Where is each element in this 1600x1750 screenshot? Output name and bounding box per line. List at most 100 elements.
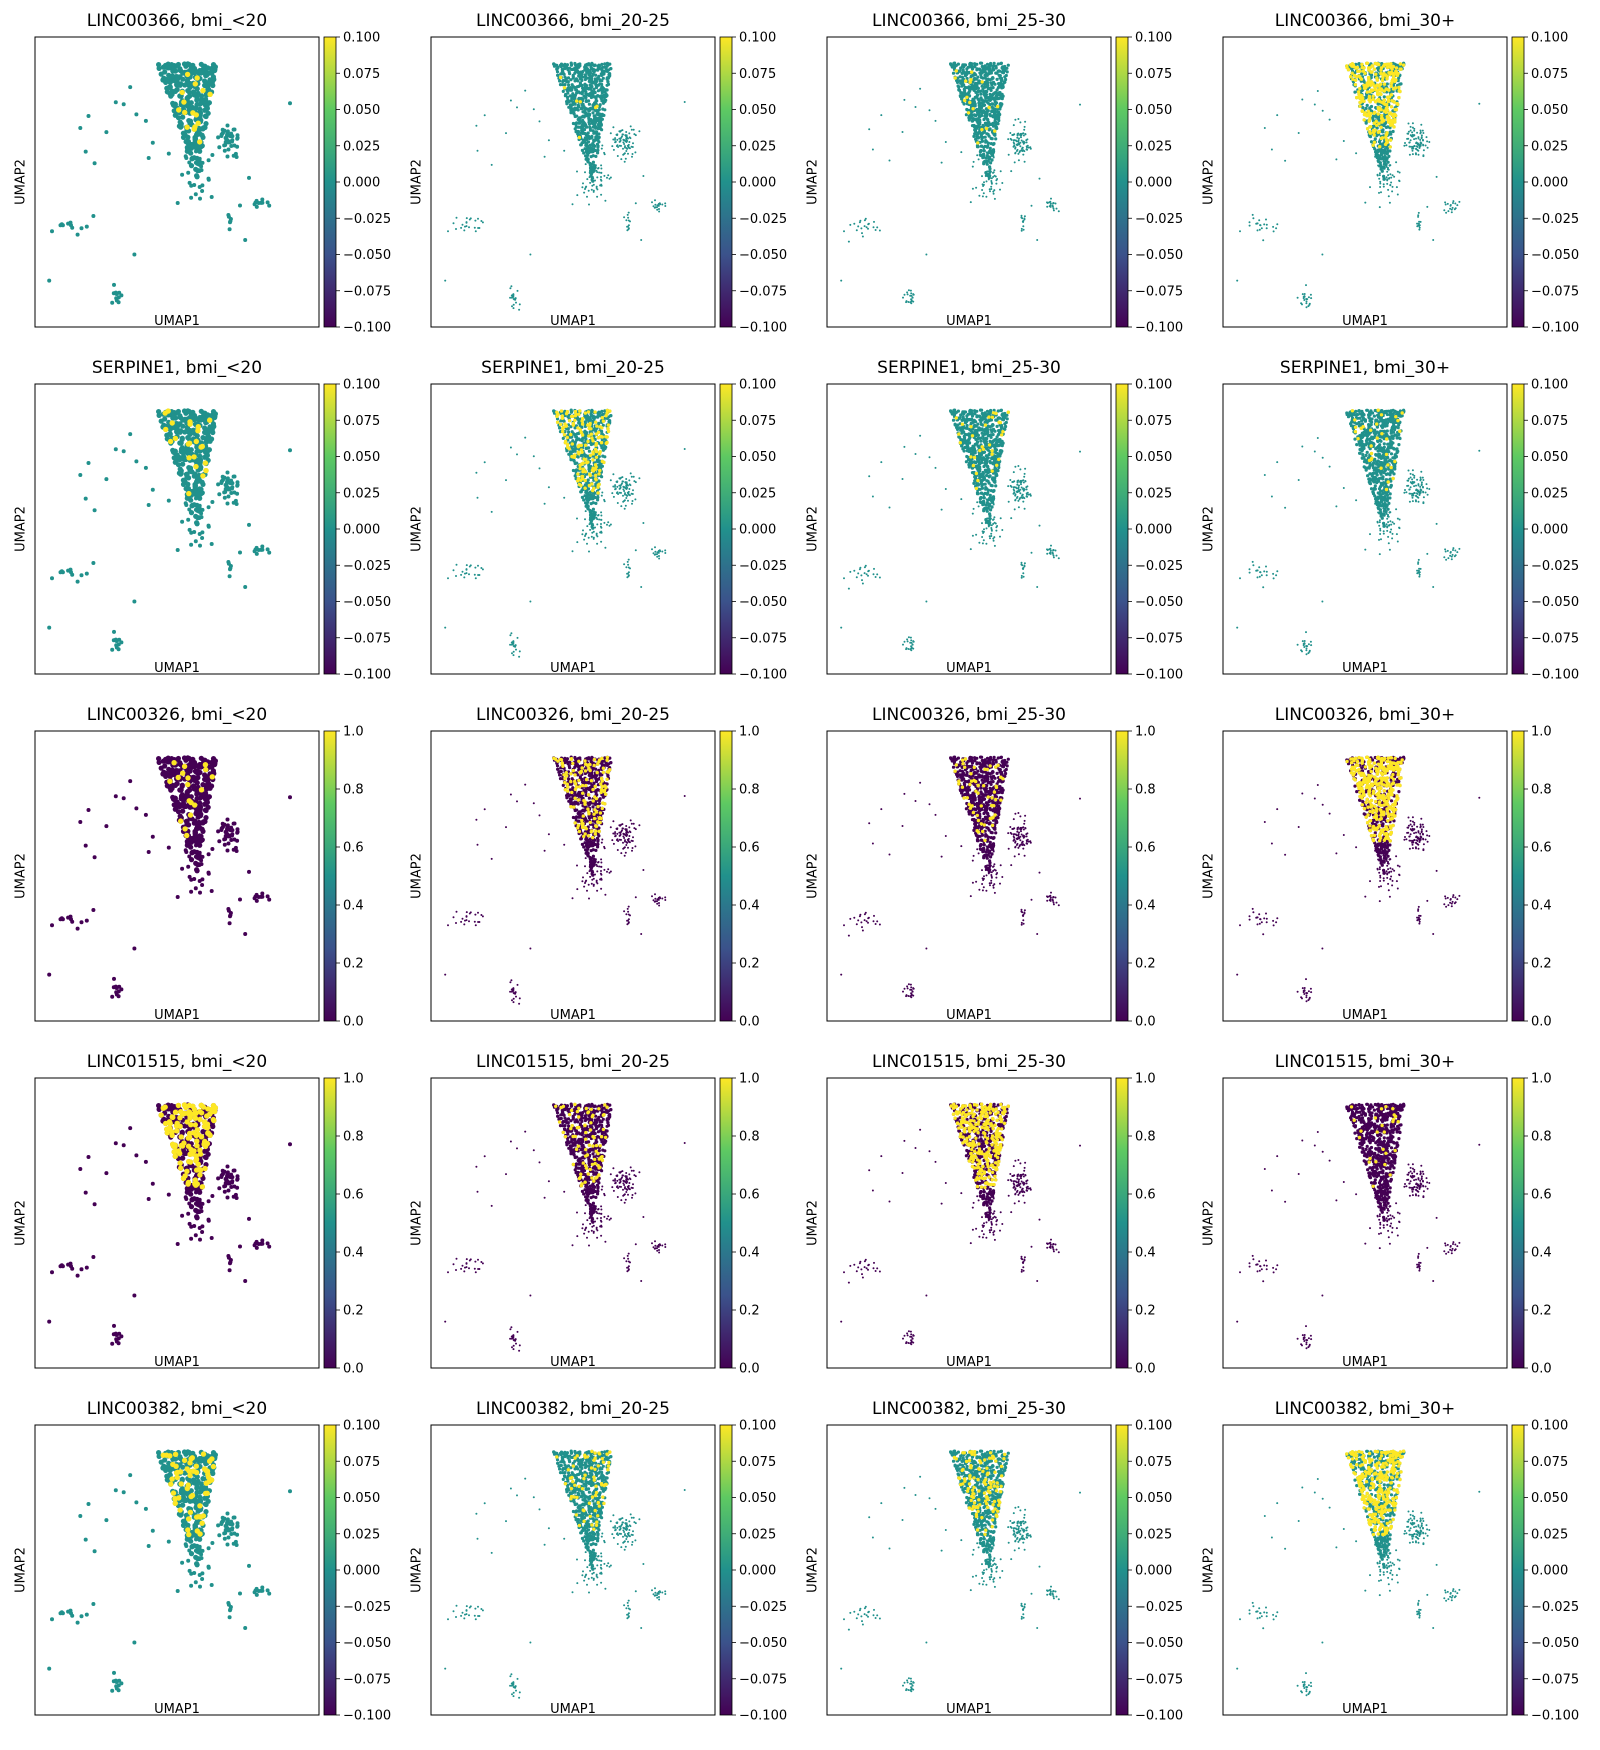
expressing-point xyxy=(1375,123,1379,128)
data-point xyxy=(228,567,232,572)
data-point xyxy=(1419,131,1422,134)
data-point xyxy=(607,73,611,77)
data-point xyxy=(1305,284,1307,287)
data-point xyxy=(1382,183,1385,186)
data-point xyxy=(175,462,182,468)
data-point xyxy=(1373,137,1377,141)
data-point xyxy=(585,93,589,97)
colorbar-tick-label: 0.100 xyxy=(1135,31,1172,46)
scatter-plot: 0.1000.0750.0500.0250.000−0.025−0.050−0.… xyxy=(430,31,787,336)
data-point xyxy=(591,513,594,516)
data-point xyxy=(967,71,971,75)
expressing-point xyxy=(1397,85,1401,90)
data-point xyxy=(593,90,597,95)
data-point xyxy=(599,531,602,534)
data-point xyxy=(259,547,264,552)
data-point xyxy=(633,480,636,483)
data-point xyxy=(1435,175,1438,178)
data-point xyxy=(235,480,240,485)
expressing-point xyxy=(1393,86,1398,90)
expressing-point xyxy=(198,444,204,450)
data-point xyxy=(1275,227,1278,230)
data-point xyxy=(584,163,587,166)
expressing-point xyxy=(578,100,582,104)
data-point xyxy=(631,153,634,155)
data-point xyxy=(60,570,65,575)
data-point xyxy=(150,140,155,145)
data-point xyxy=(1415,145,1418,148)
data-point xyxy=(993,98,997,102)
data-point xyxy=(1388,126,1392,130)
data-point xyxy=(203,96,209,102)
data-point xyxy=(1017,139,1020,142)
expressing-point xyxy=(1356,90,1361,94)
data-point xyxy=(200,160,205,165)
expressing-point xyxy=(181,99,187,105)
data-point xyxy=(596,111,600,115)
expressing-point xyxy=(1351,77,1355,82)
data-point xyxy=(193,143,198,148)
panel-title: LINC00366, bmi_<20 xyxy=(86,11,268,31)
data-point xyxy=(629,125,632,128)
data-point xyxy=(589,181,592,184)
data-point xyxy=(956,76,960,80)
data-point xyxy=(1251,213,1254,216)
data-point xyxy=(573,95,577,99)
data-point xyxy=(1256,229,1259,232)
data-point xyxy=(630,475,633,478)
plot-frame xyxy=(34,36,320,328)
data-point xyxy=(600,494,603,497)
data-point xyxy=(226,494,231,499)
data-point xyxy=(1310,297,1313,300)
data-point xyxy=(999,76,1004,80)
data-point xyxy=(1003,80,1007,84)
data-point xyxy=(1426,205,1429,208)
data-point xyxy=(225,480,229,485)
data-point xyxy=(217,145,222,150)
data-point xyxy=(624,157,627,160)
data-point xyxy=(627,228,630,231)
data-point xyxy=(199,164,204,169)
data-point xyxy=(591,442,595,446)
data-point xyxy=(974,73,978,77)
data-point xyxy=(1454,202,1457,205)
data-point xyxy=(623,216,626,219)
data-point xyxy=(225,501,230,506)
data-point xyxy=(91,214,96,218)
data-point xyxy=(186,517,191,522)
data-point xyxy=(529,253,532,256)
data-point xyxy=(990,96,994,100)
expressing-point xyxy=(1371,94,1375,99)
expressing-point xyxy=(182,109,188,116)
data-point xyxy=(593,116,598,120)
data-point xyxy=(194,444,200,450)
data-point xyxy=(225,129,230,134)
data-point xyxy=(1398,180,1401,183)
data-point xyxy=(598,411,602,415)
data-point xyxy=(981,156,985,160)
data-point xyxy=(1016,148,1019,151)
data-point xyxy=(1414,152,1417,155)
data-point xyxy=(571,100,575,104)
expressing-point xyxy=(562,86,567,90)
data-point xyxy=(979,133,983,137)
data-point xyxy=(538,120,541,123)
data-point xyxy=(186,170,191,175)
data-point xyxy=(601,491,604,494)
data-point xyxy=(576,194,579,197)
data-point xyxy=(167,84,173,90)
data-point xyxy=(200,189,205,193)
data-point xyxy=(988,103,992,107)
expressing-point xyxy=(195,428,201,434)
data-point xyxy=(75,232,80,237)
data-point xyxy=(1018,143,1021,146)
data-point xyxy=(186,118,192,124)
data-point xyxy=(594,82,598,86)
data-point xyxy=(206,158,211,163)
data-point xyxy=(840,279,843,282)
data-point xyxy=(188,163,195,169)
panel-title: SERPINE1, bmi_<20 xyxy=(91,358,263,378)
data-point xyxy=(575,438,579,442)
data-point xyxy=(196,492,202,498)
data-point xyxy=(1444,201,1447,204)
